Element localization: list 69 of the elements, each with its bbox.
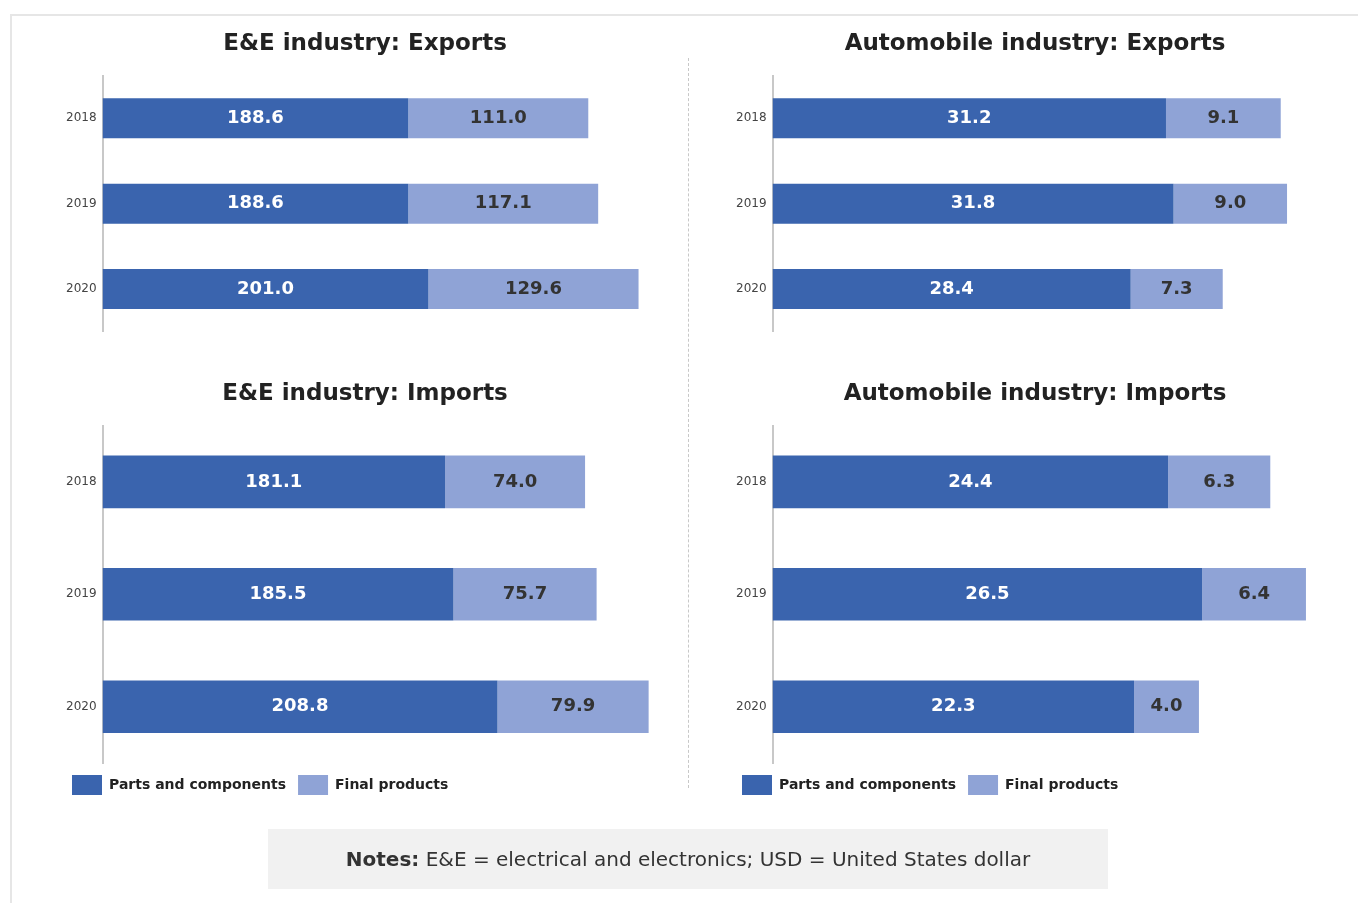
bar bbox=[1173, 183, 1288, 224]
bar bbox=[102, 567, 454, 621]
bar bbox=[1168, 455, 1271, 509]
chart-title: E&E industry: Exports bbox=[223, 28, 507, 55]
data-label: 24.4 bbox=[948, 469, 993, 491]
data-label: 129.6 bbox=[505, 276, 562, 298]
bar bbox=[772, 455, 1169, 509]
bar bbox=[772, 680, 1135, 734]
bar bbox=[772, 269, 1131, 310]
bar bbox=[102, 455, 446, 509]
bar bbox=[772, 183, 1174, 224]
chart-title: Automobile industry: Imports bbox=[843, 378, 1227, 405]
data-label: 9.0 bbox=[1214, 191, 1247, 213]
bar bbox=[1134, 680, 1199, 734]
data-label: 31.2 bbox=[947, 105, 992, 127]
bar bbox=[408, 98, 589, 139]
y-tick-label: 2019 bbox=[65, 586, 97, 601]
data-label: 26.5 bbox=[965, 581, 1010, 603]
y-tick-label: 2018 bbox=[735, 473, 767, 488]
data-label: 28.4 bbox=[929, 276, 974, 298]
y-tick-label: 2018 bbox=[65, 473, 97, 488]
legend-label: Final products bbox=[1005, 775, 1119, 792]
data-label: 9.1 bbox=[1207, 105, 1240, 127]
data-label: 79.9 bbox=[550, 694, 596, 716]
data-label: 7.3 bbox=[1160, 276, 1193, 298]
data-label: 181.1 bbox=[245, 469, 303, 491]
y-tick-label: 2019 bbox=[735, 586, 767, 601]
bar bbox=[497, 680, 649, 734]
y-tick-label: 2020 bbox=[65, 698, 97, 713]
y-tick-label: 2018 bbox=[735, 110, 767, 125]
data-label: 185.5 bbox=[249, 581, 307, 603]
bar bbox=[772, 98, 1166, 139]
chart-title: Automobile industry: Exports bbox=[844, 28, 1226, 55]
bar bbox=[102, 680, 498, 734]
data-label: 188.6 bbox=[226, 105, 284, 127]
y-tick-label: 2020 bbox=[735, 698, 767, 713]
data-label: 188.6 bbox=[226, 191, 284, 213]
text: Notes: E&E = electrical and electronics; USD = United States dollar bbox=[345, 847, 1031, 871]
bar bbox=[408, 183, 599, 224]
bar bbox=[445, 455, 586, 509]
bar bbox=[1130, 269, 1223, 310]
legend-label: Final products bbox=[335, 775, 449, 792]
data-label: 208.8 bbox=[271, 694, 329, 716]
bar bbox=[428, 269, 639, 310]
y-tick-label: 2020 bbox=[735, 281, 767, 296]
data-label: 201.0 bbox=[237, 276, 294, 298]
bar bbox=[102, 183, 409, 224]
data-label: 117.1 bbox=[474, 191, 532, 213]
y-tick-label: 2018 bbox=[65, 110, 97, 125]
bar bbox=[453, 567, 597, 621]
bar bbox=[102, 269, 429, 310]
data-label: 31.8 bbox=[950, 191, 996, 213]
data-label: 4.0 bbox=[1150, 694, 1183, 716]
y-tick-label: 2019 bbox=[735, 195, 767, 210]
y-tick-label: 2020 bbox=[65, 281, 97, 296]
bar bbox=[772, 567, 1203, 621]
bar bbox=[1165, 98, 1281, 139]
chart-title: E&E industry: Imports bbox=[222, 378, 508, 405]
data-label: 22.3 bbox=[931, 694, 976, 716]
data-label: 6.4 bbox=[1238, 581, 1271, 603]
bar bbox=[1202, 567, 1306, 621]
bar bbox=[102, 98, 409, 139]
legend-label: Parts and components bbox=[779, 775, 957, 792]
data-label: 111.0 bbox=[469, 105, 527, 127]
data-label: 75.7 bbox=[502, 581, 548, 603]
data-label: 6.3 bbox=[1203, 469, 1236, 491]
legend-label: Parts and components bbox=[109, 775, 287, 792]
y-tick-label: 2019 bbox=[65, 195, 97, 210]
data-label: 74.0 bbox=[492, 469, 538, 491]
